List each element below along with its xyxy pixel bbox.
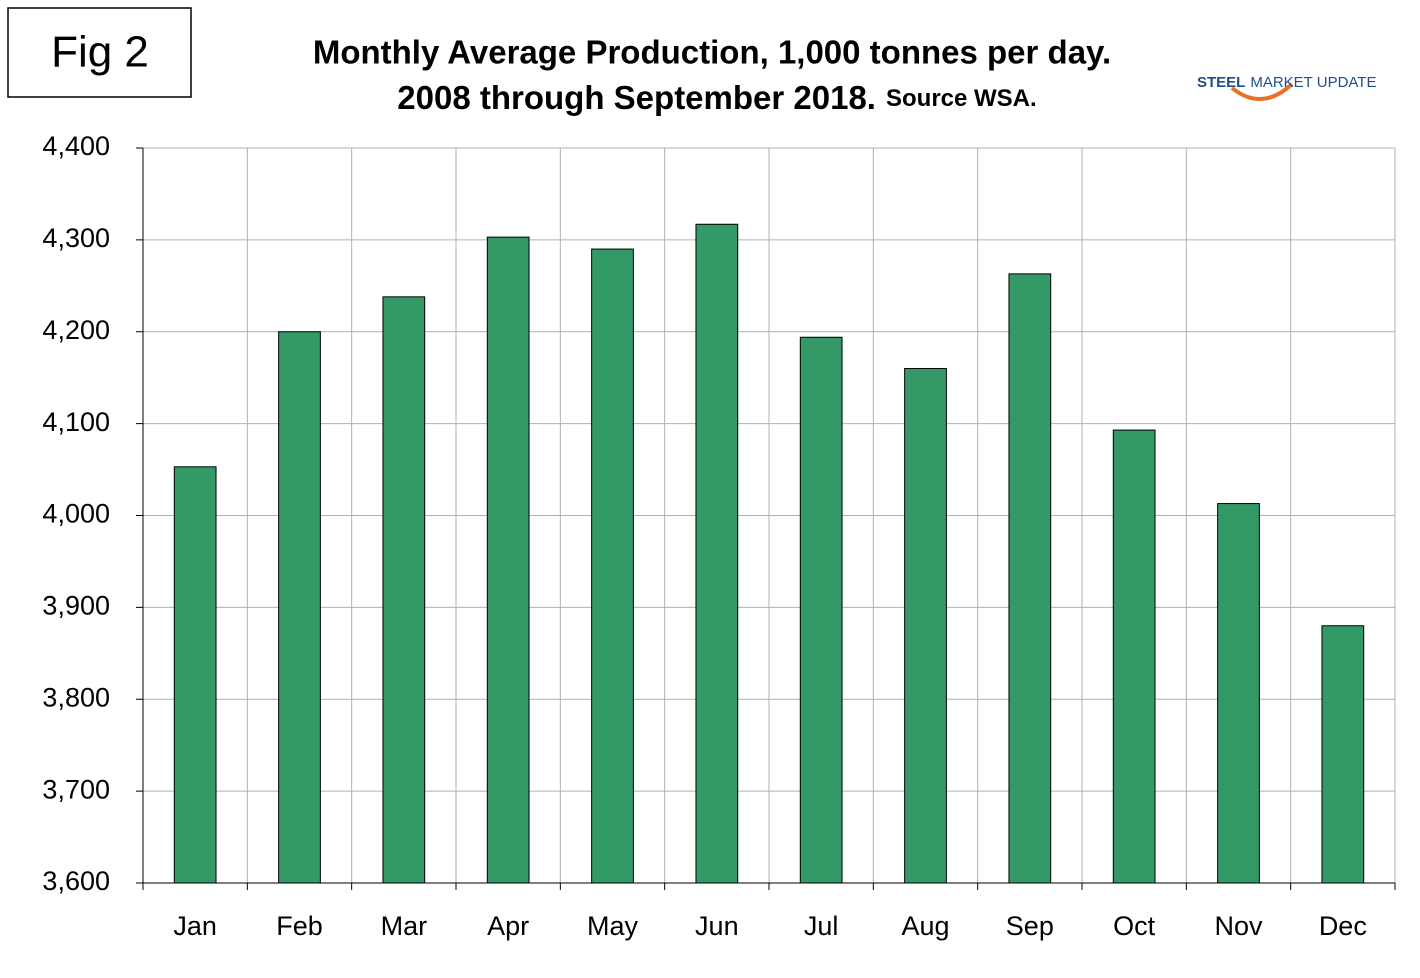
y-tick-label: 4,400 (42, 131, 110, 161)
figure-label-box (7, 7, 192, 98)
bar (486, 236, 530, 884)
bar (1217, 503, 1260, 884)
x-tick-label: Jul (804, 911, 839, 941)
logo-bold: STEEL (1197, 74, 1245, 91)
y-tick-label: 4,000 (42, 499, 110, 529)
subtitle-text: 2008 through September 2018. (397, 79, 876, 116)
bar (1321, 625, 1365, 884)
x-tick-label: Nov (1214, 911, 1263, 941)
x-tick-label: Jun (695, 911, 739, 941)
x-tick-label: May (587, 911, 639, 941)
x-tick-label: Oct (1113, 911, 1156, 941)
chart-subtitle: 2008 through September 2018. Source WSA. (397, 79, 1036, 116)
y-tick-label: 3,800 (42, 682, 110, 712)
logo: STEEL MARKET UPDATE (1197, 74, 1376, 91)
y-tick-label: 3,600 (42, 866, 110, 896)
y-tick-label: 3,700 (42, 774, 110, 804)
x-tick-label: Sep (1006, 911, 1054, 941)
logo-swoosh (1230, 82, 1294, 102)
y-tick-label: 3,900 (42, 591, 110, 621)
source-text: Source WSA. (886, 85, 1037, 112)
bar (904, 368, 947, 884)
bar (173, 466, 217, 884)
y-tick-label: 4,200 (42, 315, 110, 345)
bar (1112, 429, 1156, 884)
x-tick-label: Mar (381, 911, 428, 941)
figure-label: Fig 2 (51, 28, 149, 77)
bar (799, 336, 843, 884)
logo-text: MARKET UPDATE (1250, 74, 1376, 91)
y-tick-label: 4,100 (42, 407, 110, 437)
bar (278, 331, 321, 884)
bar (695, 223, 739, 884)
x-tick-label: Apr (487, 911, 529, 941)
x-tick-label: Jan (173, 911, 217, 941)
x-tick-label: Feb (276, 911, 323, 941)
bar (1008, 273, 1052, 884)
chart-title: Monthly Average Production, 1,000 tonnes… (313, 34, 1111, 71)
bar (591, 248, 634, 884)
bar (382, 296, 426, 884)
y-tick-label: 4,300 (42, 223, 110, 253)
x-tick-label: Aug (901, 911, 949, 941)
x-tick-label: Dec (1319, 911, 1367, 941)
